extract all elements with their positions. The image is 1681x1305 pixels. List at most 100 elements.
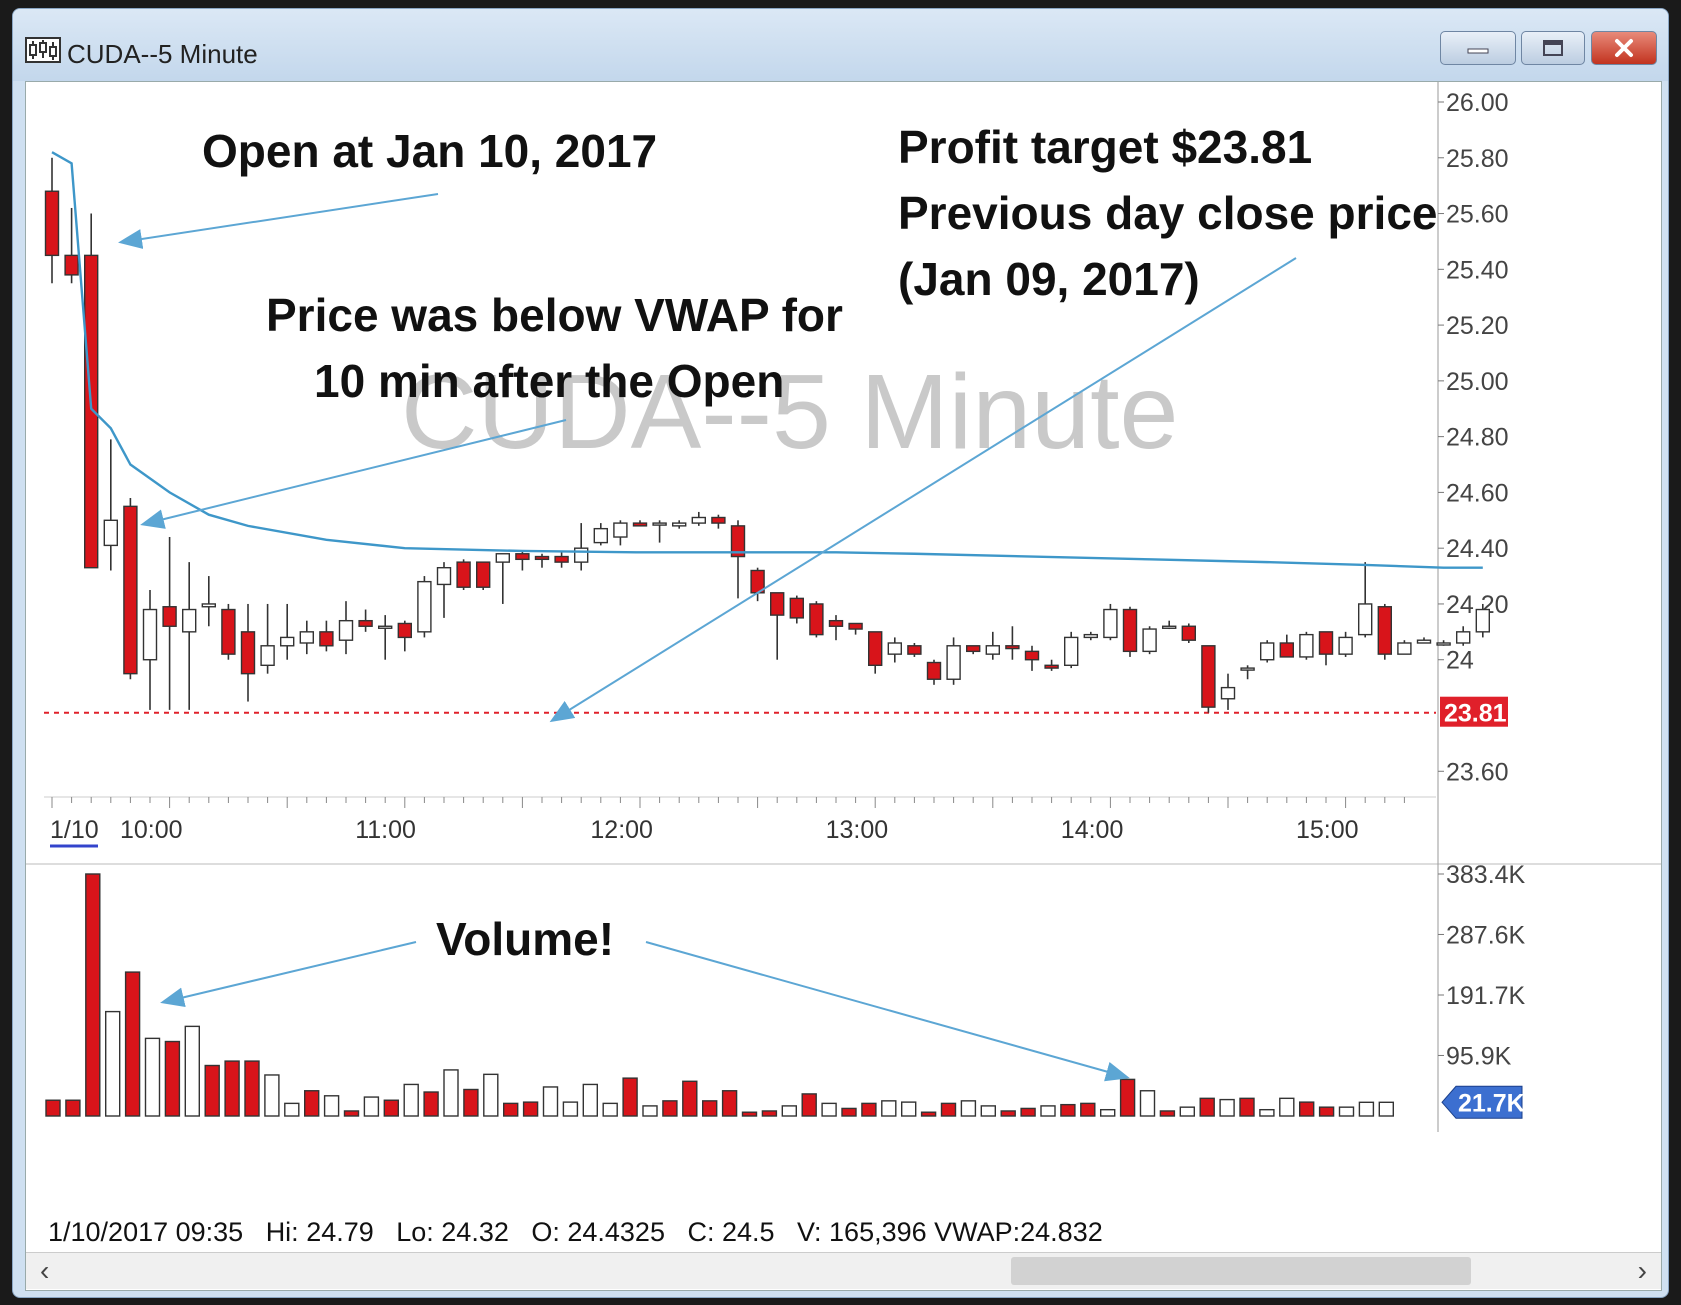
volume-bar (1239, 1097, 1255, 1117)
horizontal-scrollbar[interactable]: ‹ › (26, 1252, 1661, 1289)
volume-bar (761, 1110, 778, 1117)
candle-body (652, 522, 667, 526)
candle-body (279, 636, 295, 647)
candle-body (240, 631, 256, 675)
volume-bar (1318, 1106, 1335, 1117)
volume-bar (124, 971, 141, 1117)
candle-body (809, 603, 824, 636)
volume-bar (1358, 1101, 1375, 1117)
volume-bar (861, 1102, 877, 1117)
volume-bar (363, 1096, 380, 1117)
candle-body (162, 606, 177, 627)
volume-bar (1099, 1108, 1116, 1117)
volume-bar (483, 1073, 499, 1117)
candle-body (887, 642, 902, 655)
price-tick-label: 24.40 (1446, 535, 1509, 563)
volume-tick-label: 191.7K (1446, 982, 1526, 1010)
volume-bar (65, 1099, 81, 1117)
candle-body (319, 631, 334, 647)
candle-body (1416, 639, 1432, 644)
candle-body (613, 522, 628, 538)
volume-bar (1020, 1107, 1036, 1117)
candle-body (672, 522, 687, 527)
volume-bar (503, 1102, 519, 1117)
annotation-target-line2: Previous day close price (898, 187, 1438, 239)
candle-body (1279, 642, 1295, 658)
candle-body (691, 516, 706, 524)
scroll-right-arrow-icon[interactable]: › (1637, 1255, 1647, 1286)
volume-bar (702, 1100, 718, 1117)
candle-body (1122, 608, 1138, 653)
candle-body (1201, 645, 1216, 708)
candle-body (1338, 636, 1353, 655)
volume-bar (980, 1105, 996, 1117)
annotation-target-line1: Profit target $23.81 (898, 121, 1313, 173)
volume-bar (1259, 1108, 1275, 1117)
volume-bar (343, 1110, 360, 1117)
volume-bar (821, 1102, 837, 1117)
volume-bar (184, 1025, 201, 1117)
volume-bar (144, 1037, 161, 1117)
status-bar: 1/10/2017 09:35 Hi: 24.79 Lo: 24.32 O: 2… (48, 1217, 1103, 1247)
annotation-arrow (118, 193, 439, 249)
annotation-arrow (645, 941, 1130, 1082)
candle-body (926, 661, 942, 680)
volume-bar (164, 1040, 181, 1117)
volume-tick-label: 287.6K (1446, 921, 1526, 949)
time-tick-label: 11:00 (355, 816, 416, 844)
volume-bar (920, 1111, 937, 1117)
candle-body (1455, 631, 1471, 644)
scroll-left-arrow-icon[interactable]: ‹ (40, 1255, 50, 1286)
price-tick-label: 26.00 (1446, 89, 1509, 117)
volume-bar (1139, 1090, 1156, 1117)
time-tick-label: 12:00 (590, 816, 653, 844)
candle-body (1357, 603, 1373, 636)
candle-body (1377, 606, 1393, 655)
volume-bar (1060, 1103, 1076, 1117)
candle-body (1259, 642, 1275, 661)
candle-body (436, 566, 452, 586)
candle-body (1299, 633, 1314, 658)
candle-body (1005, 645, 1020, 650)
candle-body (260, 645, 275, 667)
candle-body (397, 622, 412, 639)
annotation-volume: Volume! (436, 913, 615, 965)
price-tick-label: 25.80 (1446, 145, 1509, 173)
candle-body (44, 190, 60, 257)
time-tick-label: 10:00 (120, 816, 183, 844)
candle-body (299, 631, 314, 644)
volume-bar (443, 1069, 459, 1117)
candle-body (1142, 628, 1157, 653)
volume-bar (224, 1060, 240, 1117)
candle-body (1220, 686, 1236, 700)
price-volume-chart[interactable]: 26.00 25.80 25.60 25.40 25.20 25.00 24.80 24.60… (26, 82, 1661, 1252)
volume-bar (721, 1090, 738, 1117)
candle-body (907, 645, 922, 655)
volume-bar (1338, 1106, 1355, 1117)
volume-bar (423, 1091, 439, 1117)
candle-body (554, 555, 569, 563)
volume-bar (1119, 1078, 1136, 1117)
close-button[interactable] (1591, 31, 1657, 65)
candle-body (632, 522, 648, 527)
candle-body (103, 519, 119, 547)
candle-body (711, 516, 726, 524)
candle-body (1161, 625, 1177, 629)
last-volume-label: 21.7K (1458, 1089, 1525, 1117)
candle-body (221, 608, 236, 655)
minimize-button[interactable] (1440, 31, 1516, 65)
volume-bar (323, 1095, 340, 1117)
volume-bar (1040, 1105, 1056, 1117)
scroll-thumb[interactable] (1011, 1257, 1471, 1285)
volume-tick-label: 95.9K (1446, 1042, 1512, 1070)
volume-bar (1219, 1098, 1235, 1117)
chart-area[interactable]: CUDA--5 Minute 26.00 25.80 25.60 25.40 25.20… (25, 81, 1662, 1291)
volume-bar (642, 1105, 658, 1117)
volume-bar (940, 1102, 957, 1117)
candle-body (574, 547, 589, 563)
candle-body (1103, 608, 1118, 639)
chart-window: CUDA--5 Minute CUDA--5 Minute 26.00 25.80… (12, 8, 1669, 1298)
candle-body (946, 645, 961, 680)
maximize-button[interactable] (1521, 31, 1585, 65)
title-bar[interactable]: CUDA--5 Minute (13, 9, 1668, 81)
